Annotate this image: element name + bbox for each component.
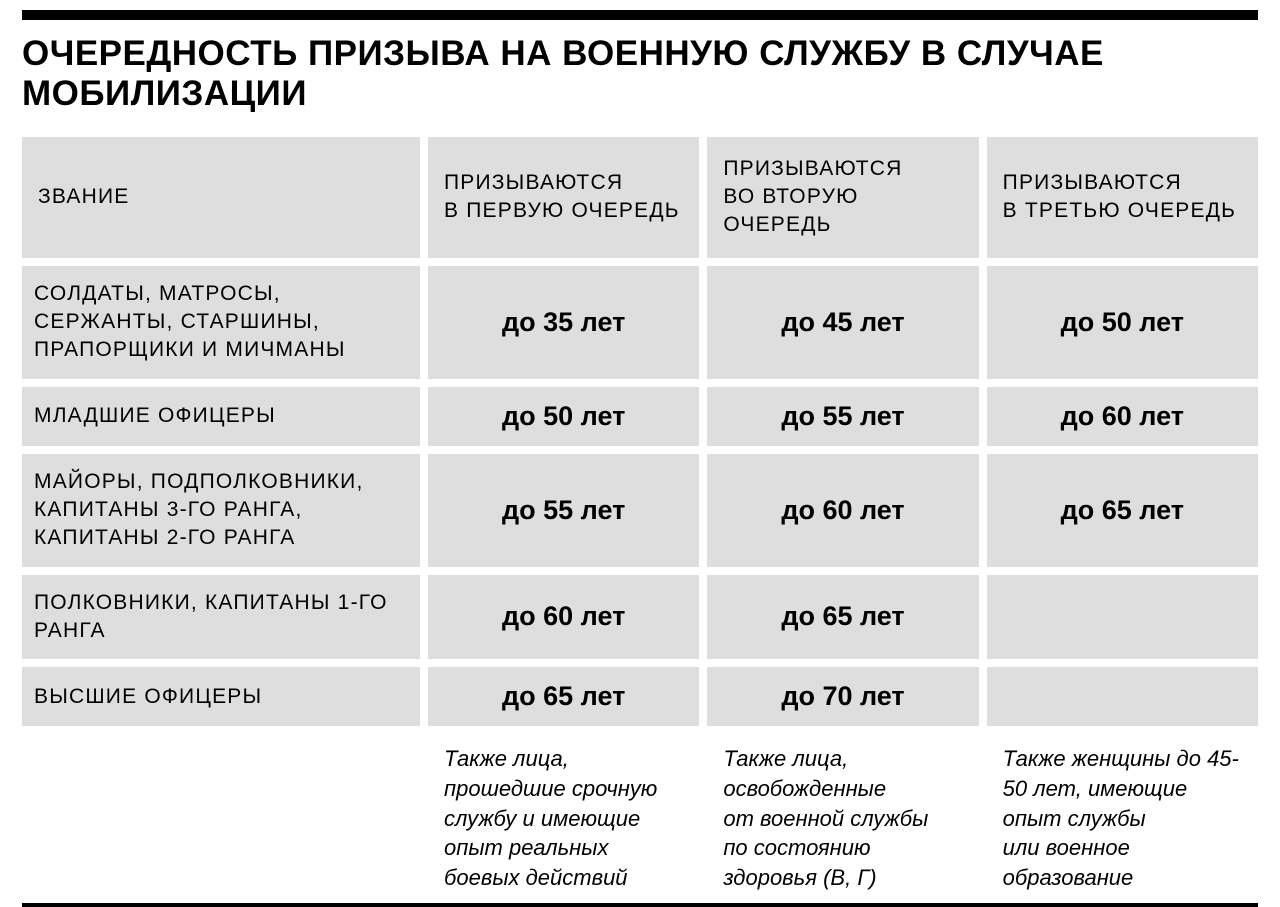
age-cell: до 55 лет: [428, 454, 699, 567]
age-cell: до 45 лет: [707, 266, 978, 379]
col-header-priority-2: ПРИЗЫВАЮТСЯ ВО ВТОРУЮ ОЧЕРЕДЬ: [707, 137, 978, 258]
col-header-priority-3: ПРИЗЫВАЮТСЯ В ТРЕТЬЮ ОЧЕРЕДЬ: [987, 137, 1258, 258]
rank-cell: ВЫСШИЕ ОФИЦЕРЫ: [22, 667, 420, 726]
age-cell: до 60 лет: [707, 454, 978, 567]
top-rule: [22, 10, 1258, 20]
rank-cell: СОЛДАТЫ, МАТРОСЫ, СЕРЖАНТЫ, СТАРШИНЫ, ПР…: [22, 266, 420, 379]
page-title: ОЧЕРЕДНОСТЬ ПРИЗЫВА НА ВОЕННУЮ СЛУЖБУ В …: [22, 34, 1258, 115]
age-cell: до 60 лет: [428, 575, 699, 660]
rank-cell: МАЙОРЫ, ПОДПОЛКОВНИКИ, КАПИТАНЫ 3-ГО РАН…: [22, 454, 420, 567]
age-cell: до 55 лет: [707, 387, 978, 446]
mobilization-table: ЗВАНИЕ ПРИЗЫВАЮТСЯ В ПЕРВУЮ ОЧЕРЕДЬ ПРИЗ…: [22, 137, 1258, 893]
rank-cell: МЛАДШИЕ ОФИЦЕРЫ: [22, 387, 420, 446]
age-cell: до 65 лет: [987, 454, 1258, 567]
age-cell: до 50 лет: [987, 266, 1258, 379]
age-cell: до 70 лет: [707, 667, 978, 726]
age-cell: до 60 лет: [987, 387, 1258, 446]
note-spacer: [22, 734, 420, 892]
col-header-priority-1: ПРИЗЫВАЮТСЯ В ПЕРВУЮ ОЧЕРЕДЬ: [428, 137, 699, 258]
bottom-rule: [22, 903, 1258, 907]
age-cell: до 65 лет: [428, 667, 699, 726]
age-cell: до 65 лет: [707, 575, 978, 660]
age-cell-empty: [987, 667, 1258, 726]
age-cell: до 50 лет: [428, 387, 699, 446]
footnote-priority-2: Также лица, освобожденные от военной слу…: [707, 734, 978, 892]
col-header-rank: ЗВАНИЕ: [22, 137, 420, 258]
footnote-priority-1: Также лица, прошедшие срочную службу и и…: [428, 734, 699, 892]
age-cell: до 35 лет: [428, 266, 699, 379]
rank-cell: ПОЛКОВНИКИ, КАПИТАНЫ 1-ГО РАНГА: [22, 575, 420, 660]
age-cell-empty: [987, 575, 1258, 660]
footnote-priority-3: Также женщины до 45-50 лет, имеющие опыт…: [987, 734, 1258, 892]
